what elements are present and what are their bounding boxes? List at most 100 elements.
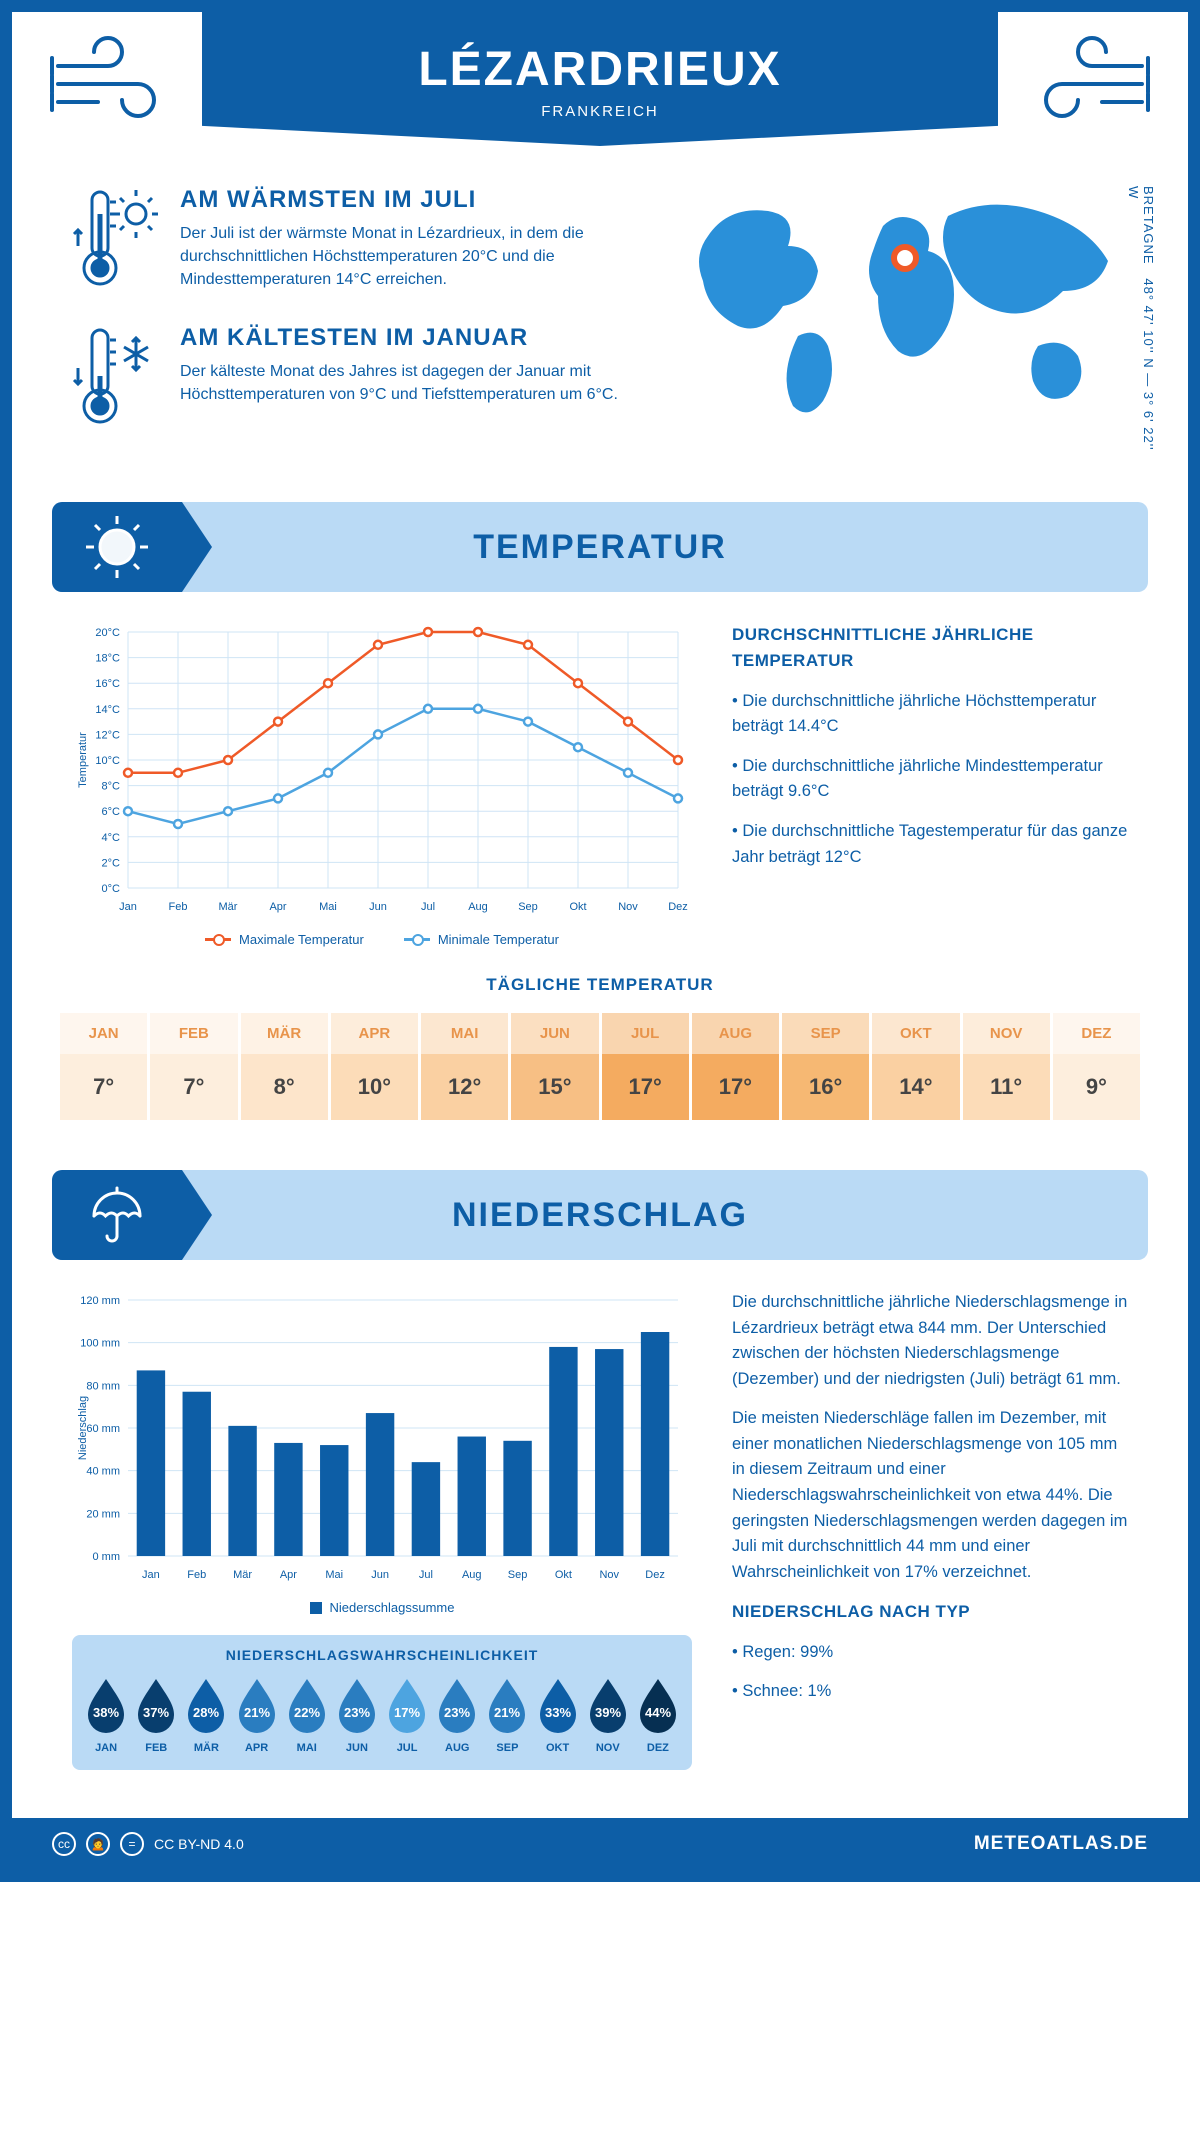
svg-text:14°C: 14°C [95, 704, 120, 716]
fact-warmest: AM WÄRMSTEN IM JULI Der Juli ist der wär… [72, 186, 658, 296]
svg-text:Feb: Feb [169, 901, 188, 913]
precip-type-2: • Schnee: 1% [732, 1679, 1128, 1705]
svg-text:23%: 23% [444, 1705, 470, 1720]
umbrella-icon [82, 1180, 152, 1250]
svg-text:Mär: Mär [219, 901, 238, 913]
daily-temp-cell: MAI 12° [421, 1013, 508, 1120]
precip-prob-drop: 22% MAI [283, 1675, 331, 1754]
temperature-line-chart: 0°C2°C4°C6°C8°C10°C12°C14°C16°C18°C20°CJ… [72, 622, 692, 922]
temp-note-1: • Die durchschnittliche jährliche Höchst… [732, 689, 1128, 740]
daily-temp-cell: SEP 16° [782, 1013, 869, 1120]
daily-temp-table: TÄGLICHE TEMPERATUR JAN 7° FEB 7° MÄR 8°… [12, 975, 1188, 1160]
svg-text:Niederschlag: Niederschlag [77, 1396, 89, 1460]
precip-prob-drop: 23% JUN [333, 1675, 381, 1754]
coords-label: BRETAGNE 48° 47' 10'' N — 3° 6' 22'' W [1126, 186, 1156, 462]
svg-text:12°C: 12°C [95, 729, 120, 741]
svg-text:100 mm: 100 mm [80, 1338, 120, 1350]
svg-text:Sep: Sep [508, 1569, 528, 1581]
svg-text:Jun: Jun [369, 901, 387, 913]
svg-text:17%: 17% [394, 1705, 420, 1720]
wind-icon [1012, 36, 1152, 126]
svg-text:40 mm: 40 mm [86, 1466, 120, 1478]
sun-icon [82, 512, 152, 582]
svg-text:Apr: Apr [280, 1569, 297, 1581]
header-banner: LÉZARDRIEUX FRANKREICH [202, 12, 998, 146]
svg-text:23%: 23% [344, 1705, 370, 1720]
svg-text:37%: 37% [143, 1705, 169, 1720]
svg-text:Apr: Apr [269, 901, 286, 913]
precip-prob-drop: 37% FEB [132, 1675, 180, 1754]
precip-type-title: NIEDERSCHLAG NACH TYP [732, 1599, 1128, 1625]
svg-text:Okt: Okt [555, 1569, 572, 1581]
daily-temp-title: TÄGLICHE TEMPERATUR [60, 975, 1140, 995]
precip-prob-drop: 21% APR [233, 1675, 281, 1754]
by-icon: 🙍 [86, 1832, 110, 1856]
svg-text:Feb: Feb [187, 1569, 206, 1581]
fact-coldest-body: Der kälteste Monat des Jahres ist dagege… [180, 360, 658, 406]
svg-text:20°C: 20°C [95, 627, 120, 639]
svg-text:Dez: Dez [668, 901, 688, 913]
precip-type-1: • Regen: 99% [732, 1640, 1128, 1666]
precip-prob-drop: 28% MÄR [182, 1675, 230, 1754]
precip-prob-drop: 44% DEZ [634, 1675, 682, 1754]
svg-text:60 mm: 60 mm [86, 1423, 120, 1435]
temperature-row: 0°C2°C4°C6°C8°C10°C12°C14°C16°C18°C20°CJ… [12, 622, 1188, 975]
world-map-icon [688, 186, 1128, 426]
svg-text:Jan: Jan [142, 1569, 160, 1581]
svg-text:6°C: 6°C [102, 806, 121, 818]
svg-text:Nov: Nov [599, 1569, 619, 1581]
svg-text:28%: 28% [193, 1705, 219, 1720]
temp-note-3: • Die durchschnittliche Tagestemperatur … [732, 819, 1128, 870]
precip-chart-legend: Niederschlagssumme [72, 1600, 692, 1615]
precip-prob-drop: 23% AUG [433, 1675, 481, 1754]
fact-coldest-title: AM KÄLTESTEN IM JANUAR [180, 324, 658, 352]
wind-icon [48, 36, 188, 126]
country-subtitle: FRANKREICH [202, 103, 998, 120]
temp-note-2: • Die durchschnittliche jährliche Mindes… [732, 754, 1128, 805]
svg-text:20 mm: 20 mm [86, 1508, 120, 1520]
thermometer-snow-icon [72, 324, 162, 434]
nd-icon: = [120, 1832, 144, 1856]
fact-coldest: AM KÄLTESTEN IM JANUAR Der kälteste Mona… [72, 324, 658, 434]
svg-text:Jun: Jun [371, 1569, 389, 1581]
svg-text:Aug: Aug [462, 1569, 482, 1581]
svg-text:16°C: 16°C [95, 678, 120, 690]
daily-temp-cell: OKT 14° [872, 1013, 959, 1120]
svg-text:Mai: Mai [319, 901, 337, 913]
thermometer-sun-icon [72, 186, 162, 296]
svg-text:Jan: Jan [119, 901, 137, 913]
daily-temp-cell: JUL 17° [602, 1013, 689, 1120]
license-text: CC BY-ND 4.0 [154, 1836, 244, 1852]
precip-probability-strip: NIEDERSCHLAGSWAHRSCHEINLICHKEIT 38% JAN … [72, 1635, 692, 1770]
svg-text:33%: 33% [545, 1705, 571, 1720]
svg-text:80 mm: 80 mm [86, 1380, 120, 1392]
svg-text:21%: 21% [244, 1705, 270, 1720]
svg-text:18°C: 18°C [95, 653, 120, 665]
precip-prob-drop: 33% OKT [534, 1675, 582, 1754]
daily-temp-cell: AUG 17° [692, 1013, 779, 1120]
precip-para-2: Die meisten Niederschläge fallen im Deze… [732, 1406, 1128, 1585]
section-banner-precip: NIEDERSCHLAG [52, 1170, 1148, 1260]
svg-text:Mai: Mai [325, 1569, 343, 1581]
precip-row: 0 mm20 mm40 mm60 mm80 mm100 mm120 mmJanF… [12, 1290, 1188, 1798]
precip-prob-drop: 38% JAN [82, 1675, 130, 1754]
precipitation-bar-chart: 0 mm20 mm40 mm60 mm80 mm100 mm120 mmJanF… [72, 1290, 692, 1590]
daily-temp-cell: NOV 11° [963, 1013, 1050, 1120]
header-topbar: LÉZARDRIEUX FRANKREICH [12, 12, 1188, 146]
svg-text:44%: 44% [645, 1705, 671, 1720]
city-title: LÉZARDRIEUX [202, 42, 998, 97]
svg-text:120 mm: 120 mm [80, 1295, 120, 1307]
section-title-temperature: TEMPERATUR [473, 528, 857, 567]
svg-text:Aug: Aug [468, 901, 488, 913]
svg-text:Jul: Jul [421, 901, 435, 913]
brand-label: METEOATLAS.DE [974, 1833, 1148, 1855]
daily-temp-cell: MÄR 8° [241, 1013, 328, 1120]
svg-text:39%: 39% [595, 1705, 621, 1720]
svg-text:Mär: Mär [233, 1569, 252, 1581]
svg-text:Dez: Dez [645, 1569, 665, 1581]
fact-warmest-title: AM WÄRMSTEN IM JULI [180, 186, 658, 214]
section-banner-temperature: TEMPERATUR [52, 502, 1148, 592]
svg-text:22%: 22% [294, 1705, 320, 1720]
svg-text:8°C: 8°C [102, 781, 121, 793]
intro-section: AM WÄRMSTEN IM JULI Der Juli ist der wär… [12, 146, 1188, 492]
